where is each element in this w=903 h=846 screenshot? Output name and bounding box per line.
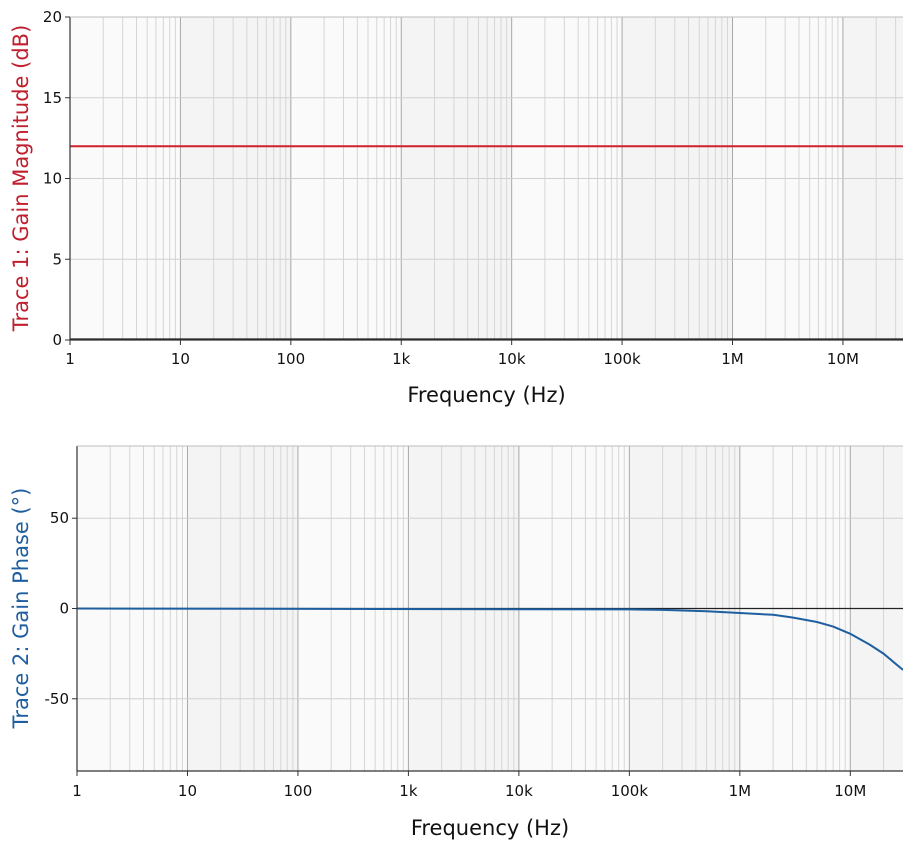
y-tick-label: 50 [50, 509, 69, 527]
y-tick-label: 5 [52, 250, 62, 268]
x-tick-label: 1k [399, 782, 418, 800]
x-tick-label: 1 [65, 350, 75, 368]
x-tick-label: 1M [721, 350, 744, 368]
magnitude-gridlines [70, 17, 903, 340]
y-tick-label: 0 [59, 600, 69, 618]
x-tick-label: 100k [603, 350, 641, 368]
y-tick-label: 0 [52, 331, 62, 349]
x-tick-label: 1k [392, 350, 411, 368]
magnitude-y-ticks: 0 5 10 15 20 [43, 8, 70, 349]
y-tick-label: 10 [43, 170, 62, 188]
x-tick-label: 10M [834, 782, 866, 800]
magnitude-panel: 0 5 10 15 20 1 10 100 1k 10k 100k 1M 10M Frequency … [9, 8, 903, 407]
phase-x-ticks: 1 10 100 1k 10k 100k 1M 10M [72, 771, 866, 800]
x-tick-label: 10 [178, 782, 197, 800]
x-tick-label: 10k [498, 350, 526, 368]
trace-line [76, 607, 903, 671]
phase-traces [76, 607, 903, 671]
magnitude-x-ticks: 1 10 100 1k 10k 100k 1M 10M [65, 340, 859, 368]
x-tick-label: 10k [505, 782, 533, 800]
x-tick-label: 10 [171, 350, 190, 368]
magnitude-x-axis-label: Frequency (Hz) [407, 383, 565, 407]
phase-panel: -50 0 50 1 10 100 1k 10k 100k 1M 10M Frequency (H… [9, 445, 903, 840]
y-tick-label: 15 [43, 89, 62, 107]
x-tick-label: 10M [827, 350, 859, 368]
phase-x-axis-label: Frequency (Hz) [411, 816, 569, 840]
x-tick-label: 1 [72, 782, 82, 800]
y-tick-label: 20 [43, 8, 62, 26]
magnitude-y-axis-label: Trace 1: Gain Magnitude (dB) [9, 25, 33, 333]
y-tick-label: -50 [45, 690, 70, 708]
x-tick-label: 100 [284, 782, 313, 800]
x-tick-label: 100 [277, 350, 306, 368]
phase-y-ticks: -50 0 50 [45, 509, 77, 708]
phase-y-axis-label: Trace 2: Gain Phase (°) [9, 488, 33, 730]
x-tick-label: 100k [611, 782, 649, 800]
x-tick-label: 1M [729, 782, 752, 800]
